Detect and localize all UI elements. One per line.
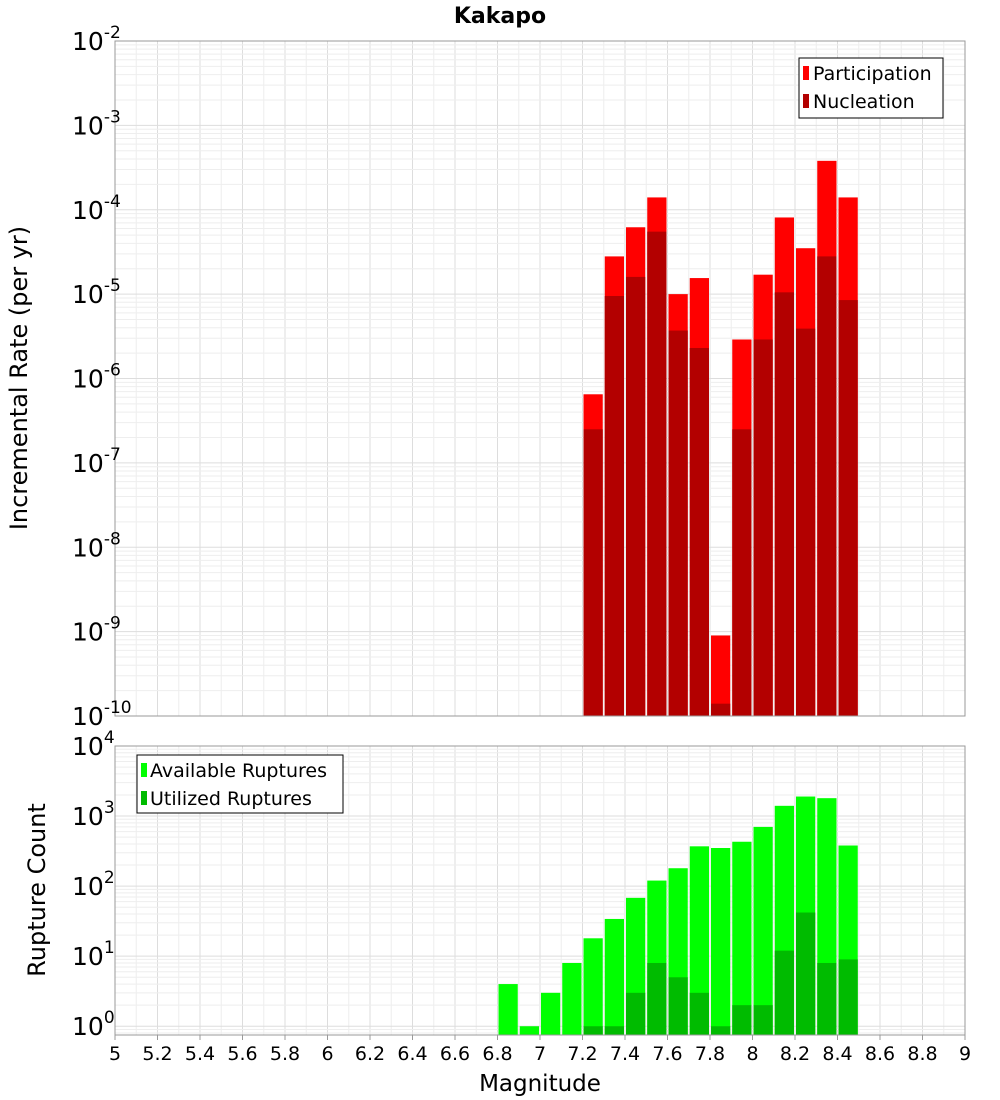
y-tick-label: 10-5 bbox=[72, 276, 121, 309]
x-tick-label: 7 bbox=[534, 1043, 546, 1065]
bottom-bar-series1 bbox=[753, 826, 773, 1035]
bottom-bar-series2 bbox=[796, 912, 816, 1035]
y-tick-label: 10-2 bbox=[72, 23, 121, 56]
legend-swatch-nucleation bbox=[803, 94, 809, 108]
x-tick-label: 6 bbox=[321, 1043, 333, 1065]
y-tick-label: 10-4 bbox=[72, 192, 121, 225]
y-tick-label: 10-3 bbox=[72, 107, 121, 140]
top-bar-series2 bbox=[732, 429, 752, 716]
top-bar-series2 bbox=[626, 276, 646, 716]
bottom-y-axis-label: Rupture Count bbox=[23, 803, 51, 977]
bottom-bar-series2 bbox=[647, 962, 667, 1035]
top-bar-series2 bbox=[774, 292, 794, 716]
bottom-panel: 104 103 102 101 100 Rupture Count Available … bbox=[23, 728, 966, 1041]
y-tick-label: 102 bbox=[72, 868, 115, 901]
top-y-axis-label: Incremental Rate (per yr) bbox=[5, 226, 33, 530]
top-panel: 10-2 10-3 10-4 10-5 10-6 10-7 10-8 10-9 10-10 In… bbox=[5, 23, 966, 731]
top-bar-series2 bbox=[689, 347, 709, 716]
top-legend: Participation Nucleation bbox=[798, 57, 944, 119]
x-tick-label: 5.6 bbox=[227, 1043, 257, 1065]
top-bar-series2 bbox=[583, 429, 603, 716]
top-legend-box bbox=[798, 57, 944, 119]
top-bar-series2 bbox=[604, 296, 624, 716]
y-tick-label: 104 bbox=[72, 728, 115, 761]
y-tick-label: 10-10 bbox=[72, 698, 132, 731]
top-bar-series2 bbox=[753, 339, 773, 716]
x-tick-label: 7.2 bbox=[567, 1043, 597, 1065]
bottom-legend: Available Ruptures Utilized Ruptures bbox=[136, 754, 344, 814]
x-tick-label: 5.8 bbox=[270, 1043, 300, 1065]
bottom-y-tick-labels: 104 103 102 101 100 bbox=[72, 728, 115, 1041]
x-tick-label: 7.8 bbox=[695, 1043, 725, 1065]
bottom-bar-series2 bbox=[838, 959, 858, 1035]
x-axis-label: Magnitude bbox=[479, 1071, 601, 1097]
x-tick-label: 8.8 bbox=[907, 1043, 937, 1065]
x-tick-label: 5.2 bbox=[142, 1043, 172, 1065]
x-tick-labels: 5 5.2 5.4 5.6 5.8 6 6.2 6.4 6.6 6.8 7 7.2 7.4 7.6 7.8 8… bbox=[109, 1035, 971, 1065]
bottom-bar-series2 bbox=[774, 950, 794, 1035]
bottom-bar-series2 bbox=[689, 992, 709, 1035]
legend-swatch-available bbox=[141, 763, 147, 777]
bottom-bar-series2 bbox=[604, 1026, 624, 1035]
x-tick-label: 6.6 bbox=[440, 1043, 470, 1065]
legend-label-participation: Participation bbox=[813, 63, 932, 85]
bottom-legend-box bbox=[136, 754, 344, 814]
top-bar-series2 bbox=[796, 328, 816, 716]
top-plot-border bbox=[114, 40, 966, 717]
bottom-bar-series2 bbox=[753, 1005, 773, 1035]
bottom-bars bbox=[498, 796, 858, 1035]
legend-swatch-participation bbox=[803, 66, 809, 80]
top-bar-series2 bbox=[668, 330, 688, 716]
y-tick-label: 101 bbox=[72, 938, 115, 971]
y-tick-label: 10-7 bbox=[72, 445, 121, 478]
bottom-bar-series1 bbox=[711, 848, 731, 1035]
top-bars bbox=[583, 160, 858, 717]
bottom-bar-series1 bbox=[498, 984, 518, 1035]
top-grid bbox=[114, 41, 966, 717]
y-tick-label: 10-9 bbox=[72, 614, 121, 647]
top-bar-series2 bbox=[838, 300, 858, 716]
y-tick-label: 103 bbox=[72, 798, 115, 831]
x-tick-label: 6.8 bbox=[482, 1043, 512, 1065]
bottom-bar-series1 bbox=[604, 918, 624, 1035]
x-tick-label: 8.4 bbox=[822, 1043, 852, 1065]
bottom-bar-series2 bbox=[817, 962, 837, 1035]
legend-label-utilized: Utilized Ruptures bbox=[150, 788, 312, 810]
top-bar-series2 bbox=[647, 231, 667, 716]
bottom-bar-series1 bbox=[519, 1026, 539, 1035]
top-bar-series2 bbox=[817, 256, 837, 716]
y-tick-label: 10-8 bbox=[72, 529, 121, 562]
x-tick-label: 5 bbox=[109, 1043, 121, 1065]
bottom-bar-series2 bbox=[626, 992, 646, 1035]
legend-label-available: Available Ruptures bbox=[150, 760, 327, 782]
x-tick-label: 8.2 bbox=[780, 1043, 810, 1065]
bottom-bar-series1 bbox=[562, 962, 582, 1035]
x-tick-label: 6.4 bbox=[397, 1043, 427, 1065]
bottom-bar-series1 bbox=[583, 938, 603, 1035]
bottom-bar-series2 bbox=[732, 1005, 752, 1035]
x-tick-label: 7.6 bbox=[652, 1043, 682, 1065]
x-tick-label: 9 bbox=[959, 1043, 971, 1065]
bottom-bar-series2 bbox=[668, 977, 688, 1035]
y-tick-label: 100 bbox=[72, 1008, 115, 1041]
x-tick-label: 6.2 bbox=[355, 1043, 385, 1065]
x-tick-label: 5.4 bbox=[185, 1043, 215, 1065]
bottom-bar-series2 bbox=[711, 1026, 731, 1035]
top-bar-series1 bbox=[711, 635, 731, 716]
y-tick-label: 10-6 bbox=[72, 361, 121, 394]
bottom-bar-series1 bbox=[541, 992, 561, 1035]
legend-swatch-utilized bbox=[141, 791, 147, 805]
bottom-bar-series1 bbox=[732, 841, 752, 1035]
x-tick-label: 8.6 bbox=[865, 1043, 895, 1065]
chart-title: Kakapo bbox=[454, 4, 546, 29]
bottom-bar-series2 bbox=[583, 1026, 603, 1035]
top-y-tick-labels: 10-2 10-3 10-4 10-5 10-6 10-7 10-8 10-9 10-10 bbox=[72, 23, 132, 731]
x-tick-label: 7.4 bbox=[610, 1043, 640, 1065]
top-bar-series2 bbox=[711, 703, 731, 716]
bottom-bar-series1 bbox=[689, 846, 709, 1035]
legend-label-nucleation: Nucleation bbox=[813, 91, 915, 113]
x-tick-label: 8 bbox=[746, 1043, 758, 1065]
